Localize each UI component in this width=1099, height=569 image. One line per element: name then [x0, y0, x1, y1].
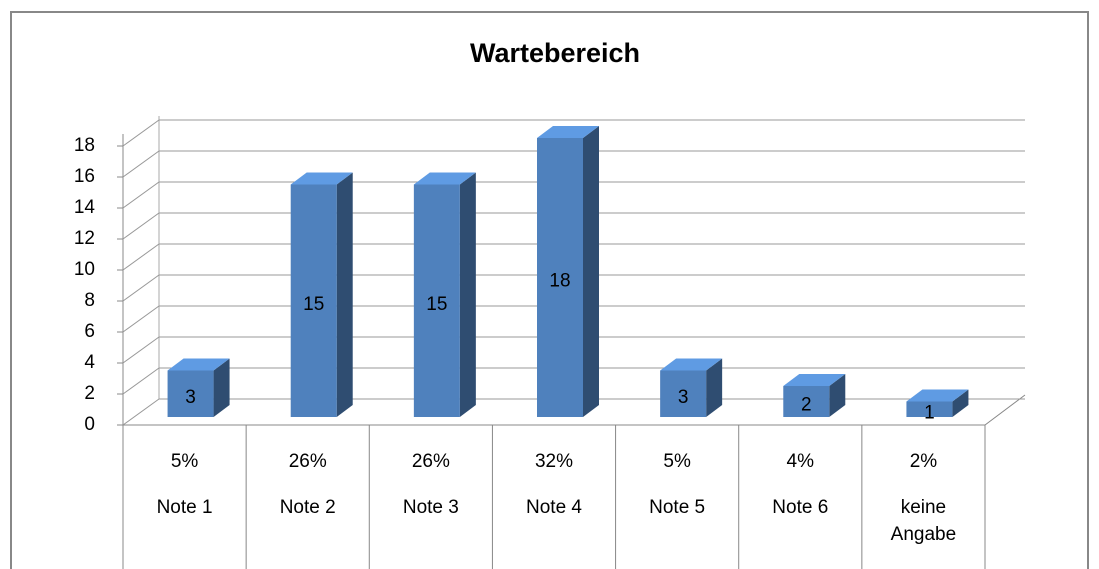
bar-side: [829, 374, 846, 417]
bar-top: [783, 374, 846, 386]
y-tick-label: 16: [74, 166, 95, 187]
x-tick-label: Note 5: [649, 497, 706, 518]
value-label: 2: [801, 395, 812, 416]
bar-side: [952, 389, 969, 417]
x-tick-label: Note 6: [772, 497, 829, 518]
value-label: 18: [549, 271, 570, 292]
bar-side: [583, 126, 599, 417]
bar-top: [906, 389, 969, 402]
y-tick-label: 2: [84, 383, 95, 404]
y-tick-label: 18: [74, 135, 95, 156]
x-tick-label: Note 3: [402, 497, 459, 518]
bar-top: [167, 358, 230, 371]
grid-line: [122, 274, 1025, 302]
y-tick-label: 4: [84, 352, 95, 373]
grid-line: [122, 181, 1025, 209]
bar-side: [213, 358, 230, 417]
y-tick-label: 10: [74, 259, 95, 280]
grid-line: [122, 336, 1025, 364]
bar-side: [336, 172, 353, 417]
bar: [537, 138, 583, 417]
value-label: 1: [924, 402, 935, 423]
y-tick-label: 0: [84, 414, 95, 435]
share-label: 26%: [411, 451, 450, 472]
bar-top: [413, 172, 476, 185]
bar: [783, 386, 830, 417]
share-label: 5%: [170, 451, 199, 472]
value-label: 3: [185, 387, 196, 408]
bar: [167, 370, 214, 417]
grid-line: [122, 119, 1025, 147]
grid-line: [122, 305, 1025, 333]
bar-side: [706, 358, 723, 417]
y-tick-label: 14: [74, 197, 96, 218]
share-label: 32%: [534, 451, 574, 472]
grid-line: [122, 150, 1025, 178]
y-tick-label: 12: [74, 228, 95, 249]
bar: [660, 370, 707, 417]
grid-line: [122, 243, 1025, 271]
share-label: 5%: [663, 451, 691, 472]
share-label: 2%: [909, 451, 938, 472]
value-label: 15: [303, 294, 324, 315]
grid-line: [122, 212, 1025, 240]
grid-line: [122, 367, 1025, 395]
value-label: 3: [678, 387, 689, 408]
x-tick-label: keine Angabe: [890, 497, 957, 545]
grid-line: [122, 398, 1025, 426]
bar-top: [660, 358, 723, 371]
chart-border: [10, 11, 1089, 569]
share-label: 26%: [288, 451, 327, 472]
bar: [413, 184, 460, 417]
x-tick-label: Note 4: [526, 497, 582, 518]
x-tick-label: Note 2: [279, 497, 336, 518]
bar: [906, 401, 953, 417]
bar-top: [537, 126, 599, 138]
chart-title: Wartebereich: [470, 38, 640, 68]
x-tick-label: Note 1: [156, 497, 213, 518]
y-tick-label: 6: [84, 321, 95, 342]
y-tick-label: 8: [84, 290, 95, 311]
value-label: 15: [426, 294, 447, 315]
bar-side: [459, 172, 476, 417]
bar-top: [290, 172, 353, 185]
share-label: 4%: [786, 451, 815, 472]
bar: [290, 184, 337, 417]
